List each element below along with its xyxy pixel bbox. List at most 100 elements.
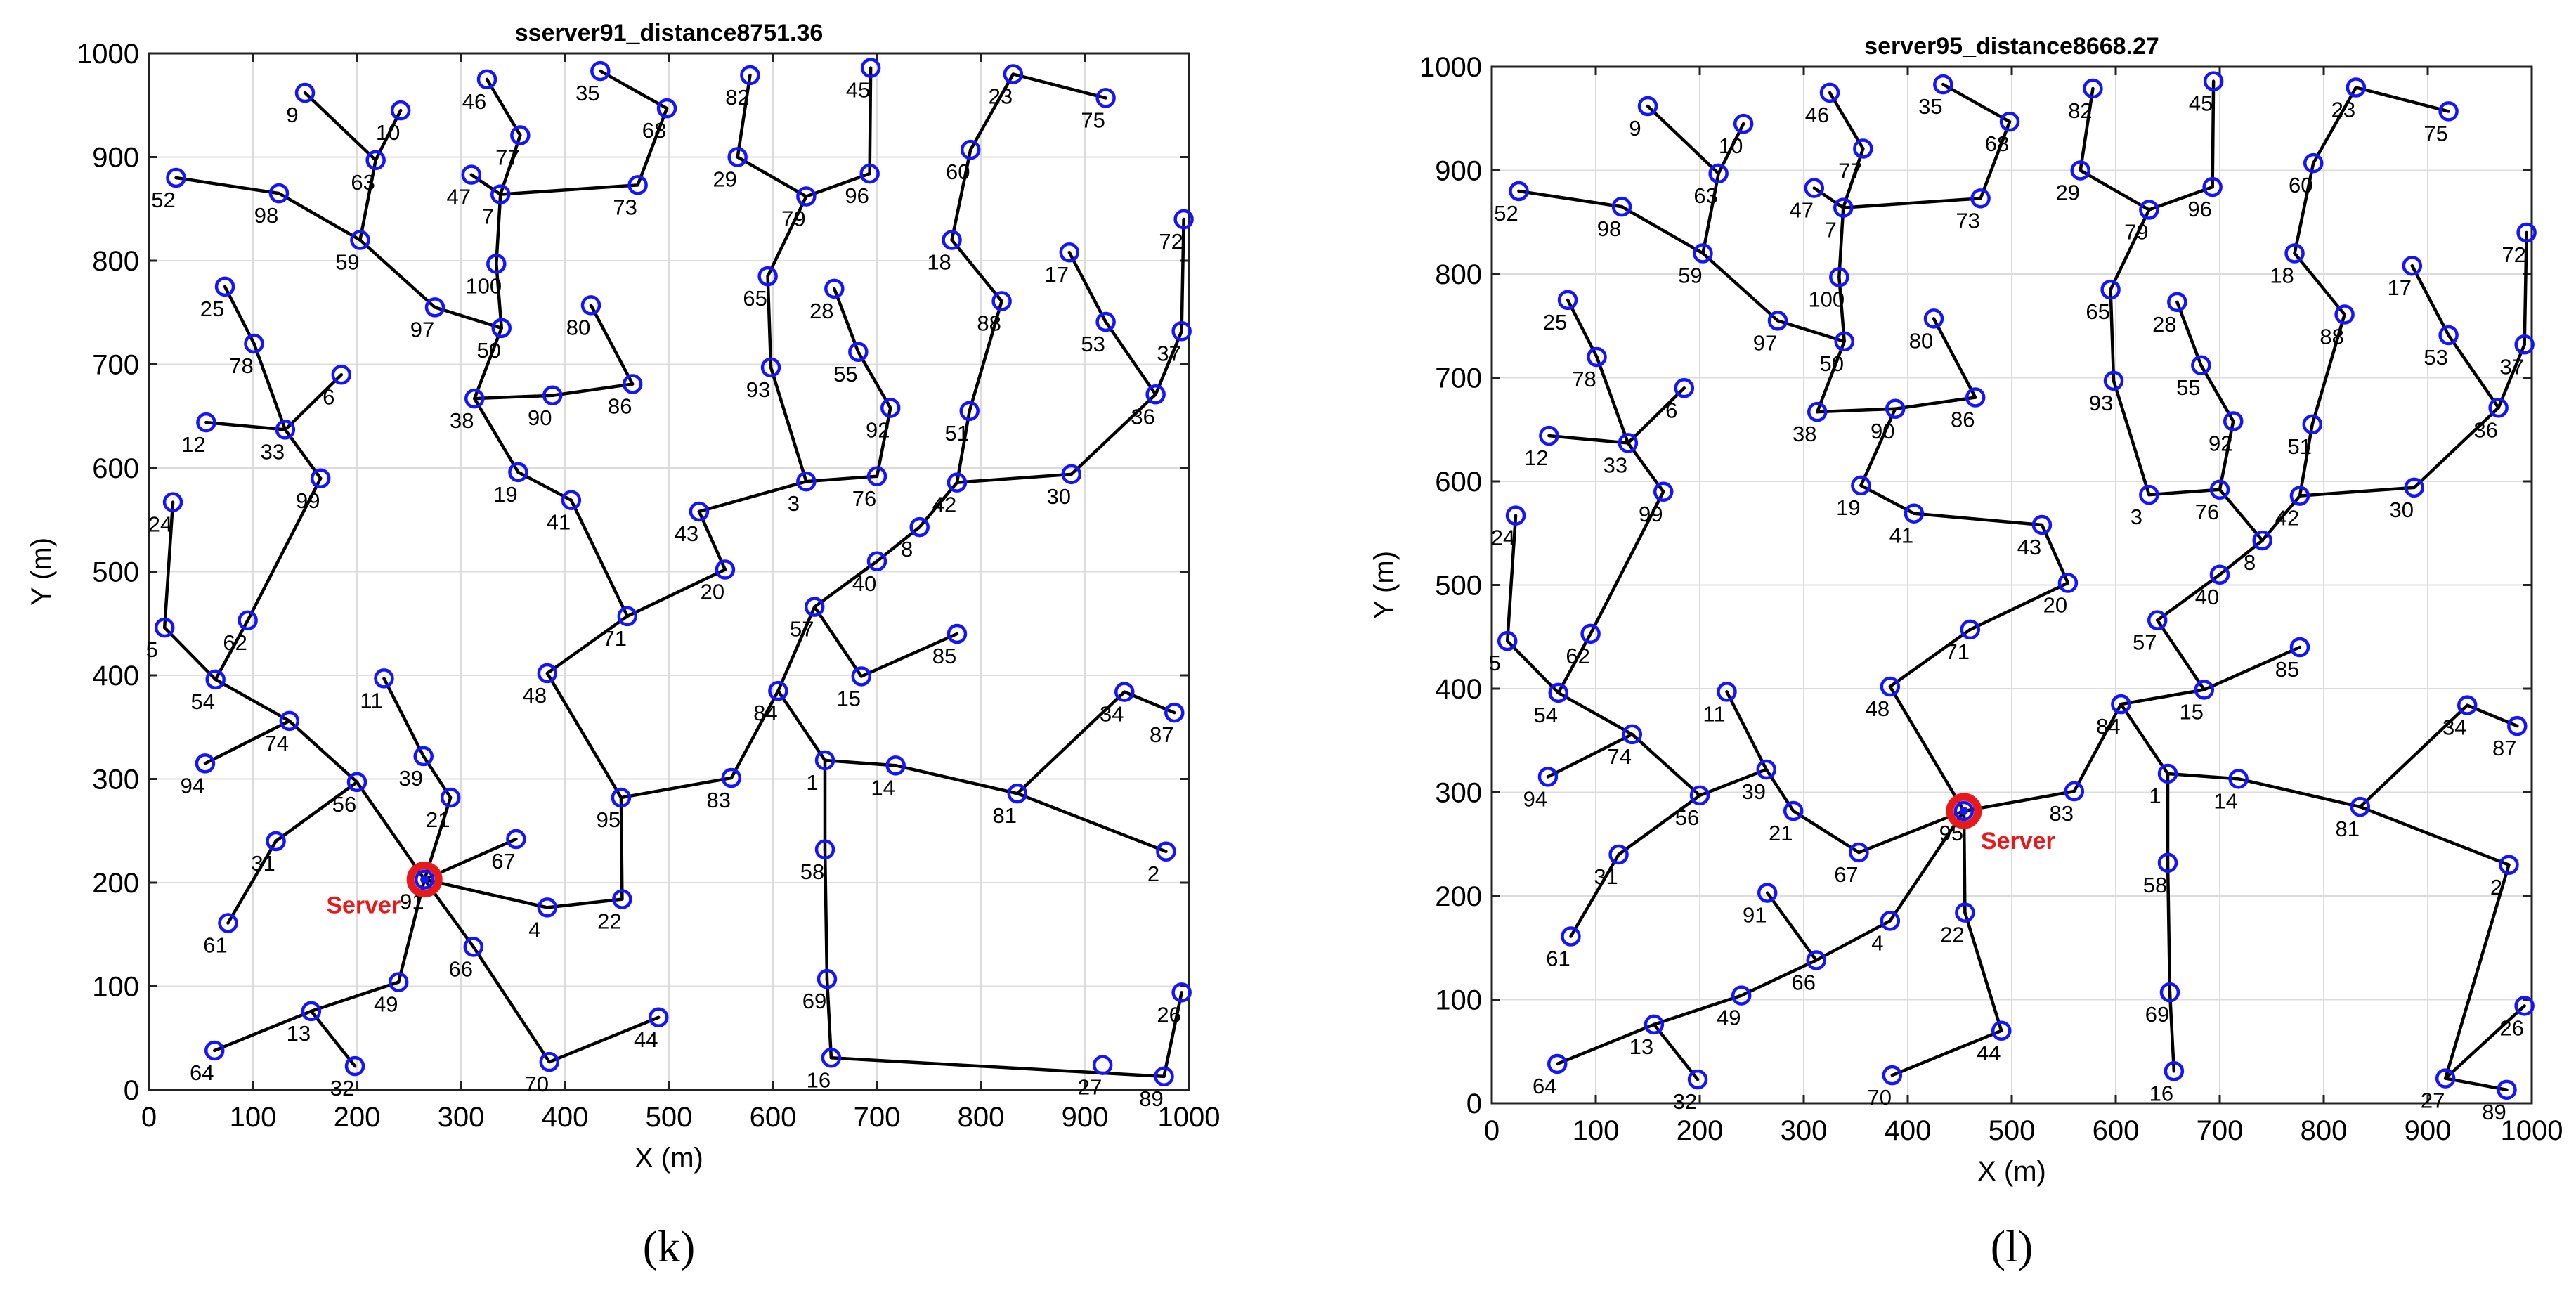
node-label-86: 86 [608,394,632,419]
edge-95-83 [1962,789,2076,813]
edge-97-59 [1701,252,1780,323]
node-marker-15 [851,666,872,687]
node-marker-73 [1970,188,1991,209]
node-label-39: 39 [398,766,422,791]
y-axis-label: Y (m) [26,538,57,606]
node-label-52: 52 [1494,201,1518,226]
node-label-10: 10 [1719,134,1743,158]
edge-55-28 [833,287,860,354]
y-tick-label: 500 [92,557,139,588]
node-label-70: 70 [525,1072,549,1096]
edge-93-65 [2109,287,2116,383]
node-marker-99 [310,468,331,488]
edge-23-75 [1011,72,1107,100]
node-marker-40 [866,551,887,571]
node-label-73: 73 [1956,208,1979,233]
node-marker-49 [1731,985,1752,1006]
node-label-77: 77 [495,145,519,170]
node-marker-78 [1587,346,1607,368]
node-marker-87 [2507,715,2528,736]
node-label-60: 60 [2289,173,2312,197]
node-marker-80 [580,295,601,316]
node-label-94: 94 [181,773,204,798]
node-label-29: 29 [713,167,736,192]
y-tick-label: 0 [124,1075,139,1106]
node-label-78: 78 [1572,367,1596,391]
node-marker-70 [539,1051,560,1072]
node-label-28: 28 [809,299,833,323]
node-label-10: 10 [376,120,400,145]
node-label-87: 87 [1150,722,1173,747]
edge-63-9 [303,91,377,162]
node-label-28: 28 [2152,312,2176,337]
node-label-98: 98 [254,203,278,228]
node-label-98: 98 [1597,216,1621,241]
x-tick-label: 1000 [2501,1115,2563,1146]
x-tick-label: 0 [1484,1115,1500,1146]
edge-59-98 [277,191,362,242]
edge-7-77 [1841,147,1865,209]
node-label-92: 92 [866,417,890,442]
node-label-65: 65 [2086,299,2109,324]
node-marker-75 [2438,101,2459,122]
edge-5-24 [1505,514,1518,643]
node-marker-67 [506,829,526,850]
server-center-dot [420,875,429,884]
node-label-60: 60 [946,160,970,184]
node-marker-47 [461,164,482,185]
y-tick-label: 700 [1435,363,1482,394]
node-marker-3 [796,471,817,492]
node-label-23: 23 [989,84,1013,109]
node-marker-27 [2435,1068,2456,1089]
node-marker-86 [1965,387,1986,408]
node-marker-39 [413,746,434,767]
node-label-38: 38 [450,408,474,433]
edge-54-62 [214,618,249,682]
node-marker-10 [390,100,411,121]
edge-16-89 [829,1056,1166,1079]
y-tick-label: 600 [1435,467,1482,498]
edge-96-45 [868,66,873,176]
node-marker-6 [331,365,352,385]
edge-48-71 [545,614,630,675]
edge-44-70 [1890,1029,2003,1077]
edge-66-70 [471,945,552,1064]
node-label-62: 62 [223,630,247,655]
node-marker-68 [1999,111,2020,132]
node-marker-73 [627,175,648,195]
node-marker-77 [510,125,531,145]
edge-83-84 [729,689,780,780]
node-label-42: 42 [2275,506,2299,531]
edge-99-33 [283,428,323,480]
edge-95-67 [1857,809,1966,855]
edge-98-52 [1517,189,1624,209]
node-label-25: 25 [1543,310,1567,334]
node-marker-40 [2209,564,2230,585]
x-tick-label: 300 [1781,1115,1828,1146]
edge-59-98 [1620,204,1705,255]
edge-88-18 [2293,252,2346,316]
node-label-71: 71 [1946,639,1970,664]
server-marker [406,862,443,898]
node-label-70: 70 [1868,1085,1892,1110]
node-label-43: 43 [2017,535,2041,559]
node-label-48: 48 [523,683,547,708]
edge-59-63 [358,158,377,242]
node-label-18: 18 [927,250,951,275]
node-marker-2 [1156,841,1176,862]
node-marker-33 [1618,433,1639,453]
edge-55-28 [2175,300,2203,368]
x-tick-label: 300 [438,1102,485,1133]
node-label-88: 88 [977,311,1001,336]
node-marker-66 [1806,950,1827,970]
node-marker-10 [1733,113,1754,134]
node-label-97: 97 [1753,330,1777,355]
node-marker-55 [848,342,869,363]
node-marker-58 [2157,852,2178,873]
edge-37-72 [1180,217,1185,333]
node-marker-13 [1644,1014,1665,1035]
node-label-23: 23 [2331,98,2355,122]
node-label-12: 12 [181,432,205,457]
node-label-69: 69 [802,989,826,1013]
node-label-83: 83 [2050,801,2074,826]
